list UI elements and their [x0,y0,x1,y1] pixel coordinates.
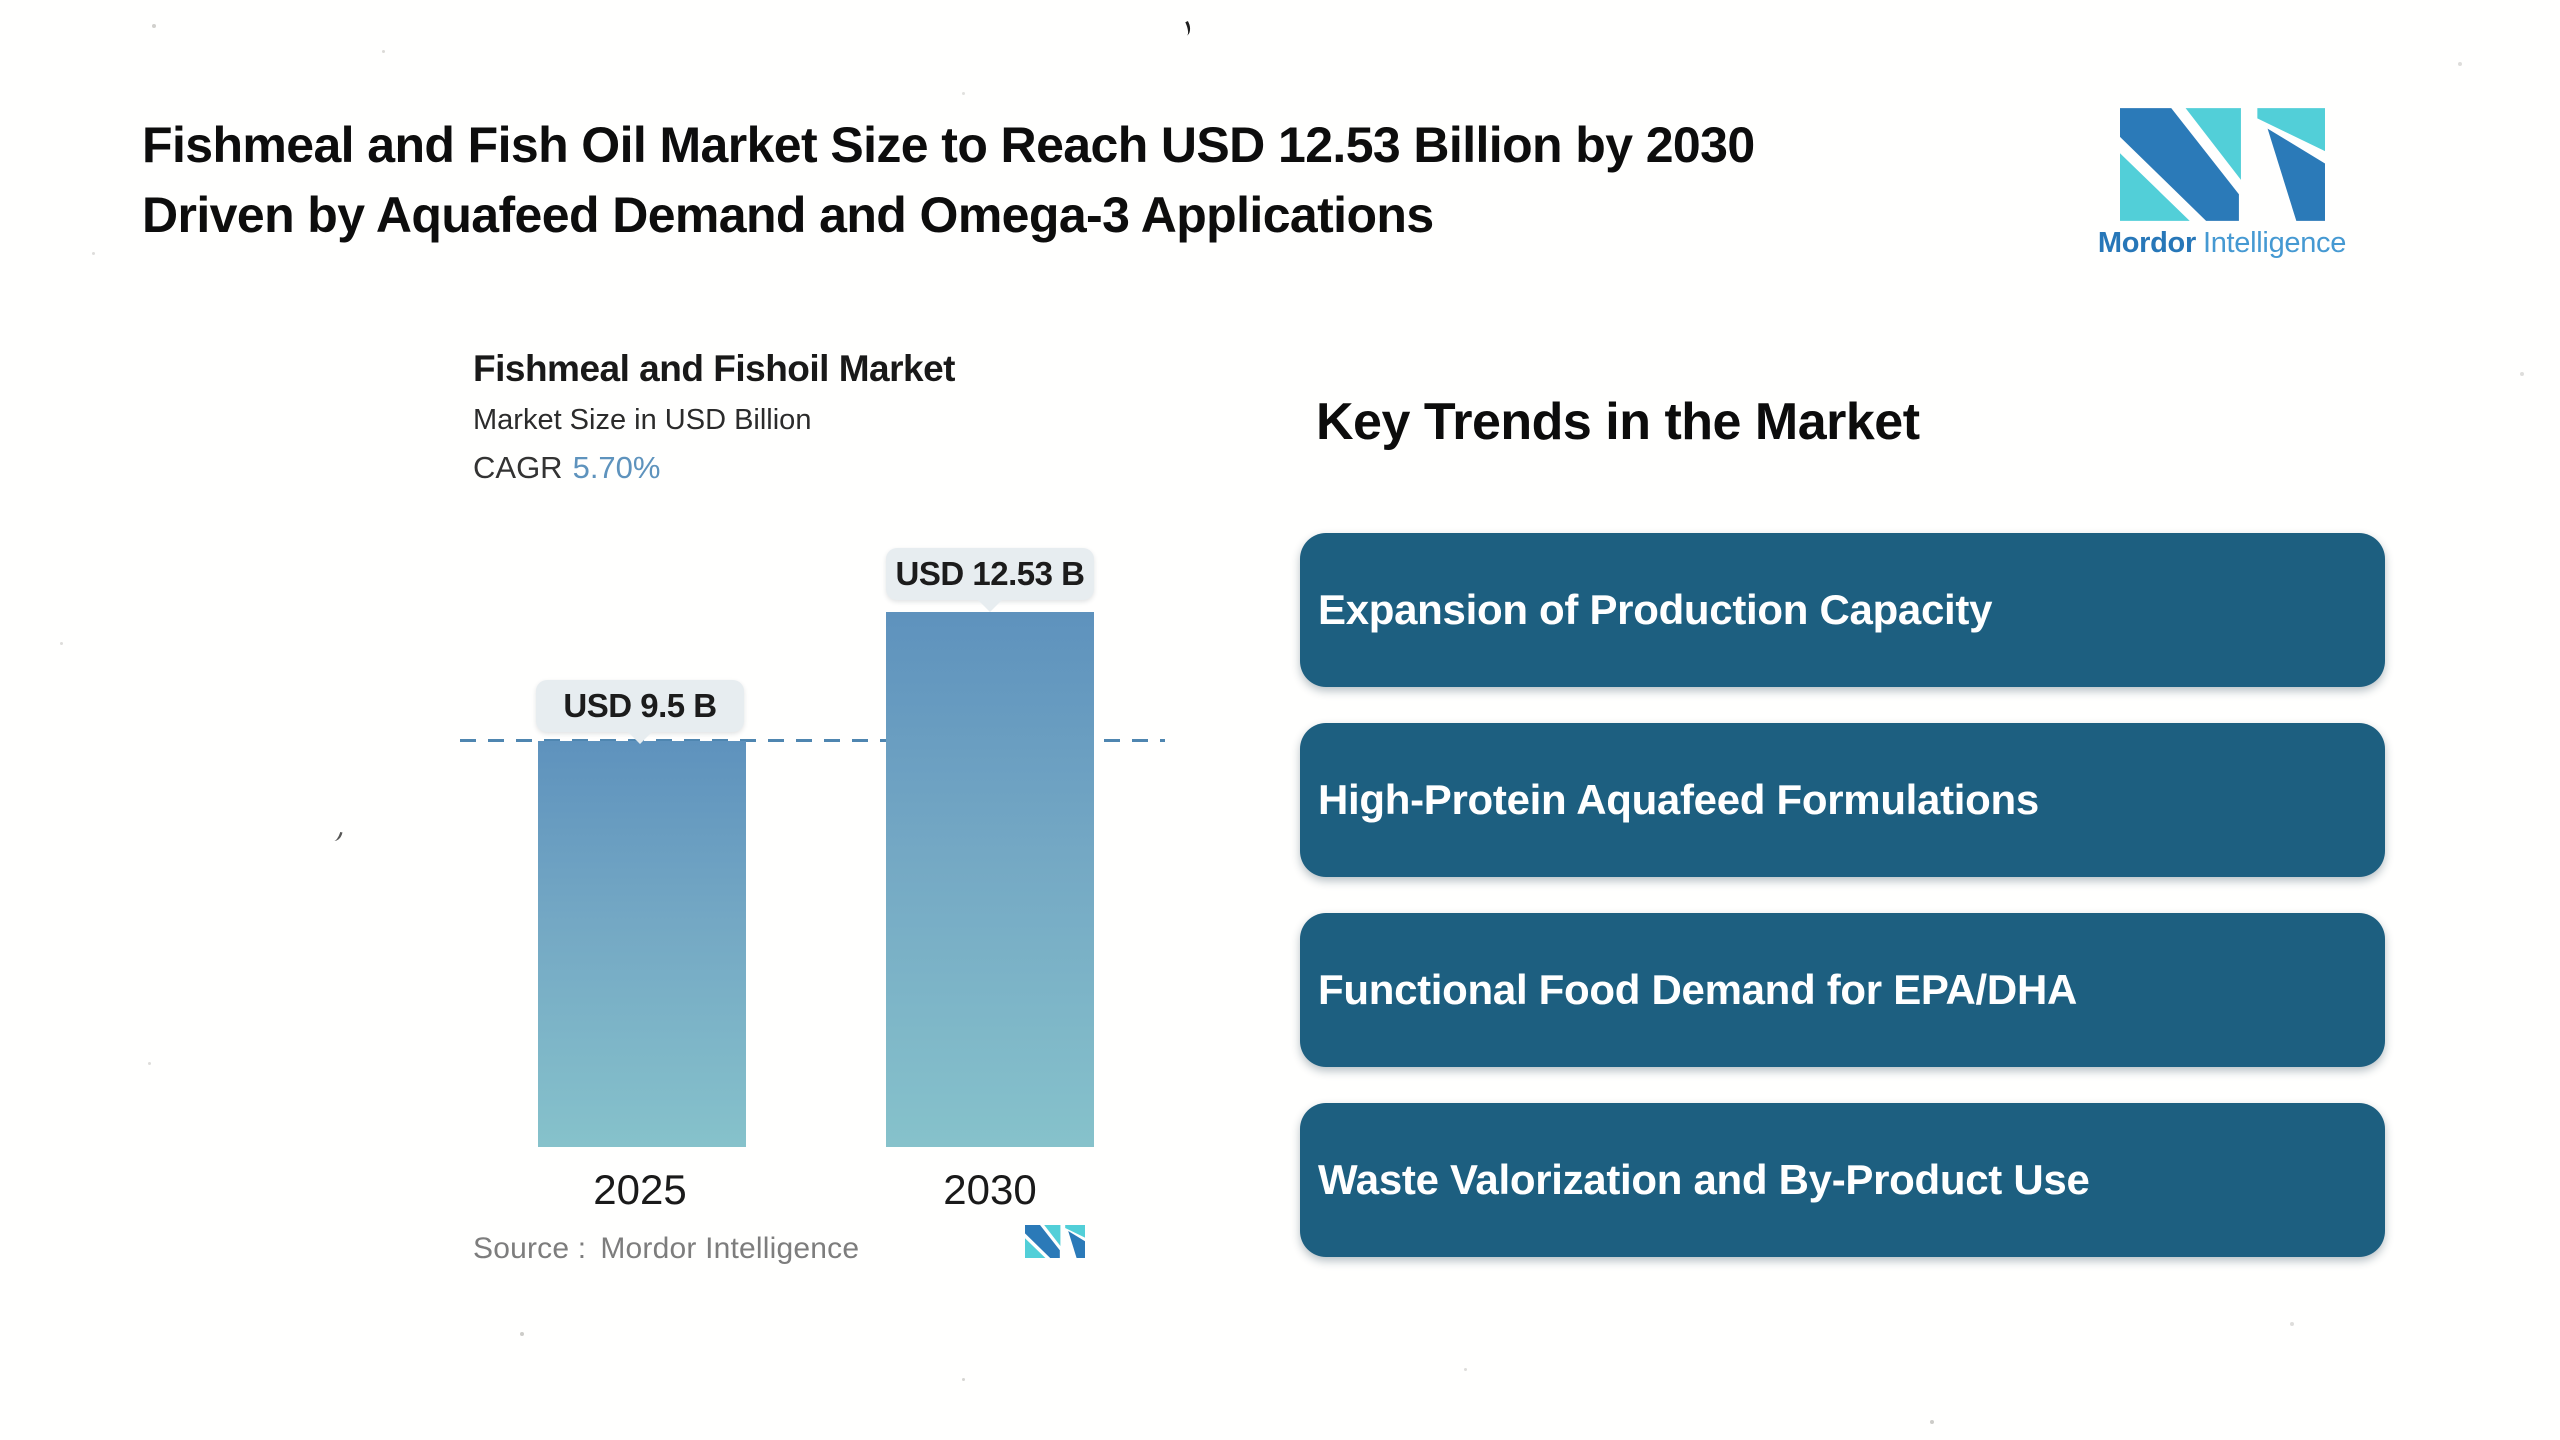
trend-card-expansion: Expansion of Production Capacity [1300,533,2385,687]
noise-speck [60,642,63,645]
mordor-intelligence-mini-logo-icon [1025,1225,1085,1258]
chart-source: Source : Mordor Intelligence [473,1232,859,1266]
chart-subtitle: Market Size in USD Billion [473,404,812,436]
noise-speck [152,24,156,28]
noise-speck [2458,62,2462,66]
value-label-2030: USD 12.53 B [886,548,1094,600]
chart-title: Fishmeal and Fishoil Market [473,348,956,389]
chart-cagr: CAGR 5.70% [473,450,660,486]
noise-speck [92,252,95,255]
noise-speck [1464,1368,1467,1371]
trend-card-aquafeed: High-Protein Aquafeed Formulations [1300,723,2385,877]
noise-speck [1930,1420,1934,1424]
source-label: Source : [473,1232,587,1265]
value-label-2025: USD 9.5 B [536,680,744,732]
trend-card-label: Expansion of Production Capacity [1318,586,1993,633]
noise-speck [333,830,343,843]
page-title-line1: Fishmeal and Fish Oil Market Size to Rea… [142,117,1755,173]
reference-dashed-line [460,739,1165,742]
brand-name: Mordor Intelligence [2082,227,2362,260]
noise-speck [962,92,965,95]
noise-speck [148,1062,151,1065]
page-title-line2: Driven by Aquafeed Demand and Omega-3 Ap… [142,187,1434,243]
mordor-intelligence-logo-icon [2119,108,2325,221]
brand-logo: Mordor Intelligence [2082,108,2362,260]
noise-speck [962,1378,965,1381]
trend-card-label: Waste Valorization and By-Product Use [1318,1156,2090,1203]
noise-speck [2520,372,2524,376]
noise-speck [1180,20,1194,37]
bar-2025 [538,741,746,1147]
page-title: Fishmeal and Fish Oil Market Size to Rea… [142,110,1755,250]
bar-2030 [886,612,1094,1147]
trend-card-waste: Waste Valorization and By-Product Use [1300,1103,2385,1257]
x-axis-label-2030: 2030 [943,1166,1037,1213]
cagr-value: 5.70% [572,450,661,485]
noise-speck [2290,1322,2294,1326]
brand-name-bold: Mordor [2097,227,2196,259]
noise-speck [382,50,385,53]
trends-heading: Key Trends in the Market [1316,393,1920,451]
brand-name-regular: Intelligence [2202,227,2347,259]
trend-card-label: Functional Food Demand for EPA/DHA [1318,966,2078,1013]
trend-card-label: High-Protein Aquafeed Formulations [1318,776,2039,823]
x-axis-label-2025: 2025 [593,1166,687,1213]
trend-card-epa-dha: Functional Food Demand for EPA/DHA [1300,913,2385,1067]
bar-chart-plot-area [460,612,1165,1147]
cagr-label: CAGR [473,450,563,485]
source-value: Mordor Intelligence [600,1232,860,1265]
noise-speck [520,1332,524,1336]
